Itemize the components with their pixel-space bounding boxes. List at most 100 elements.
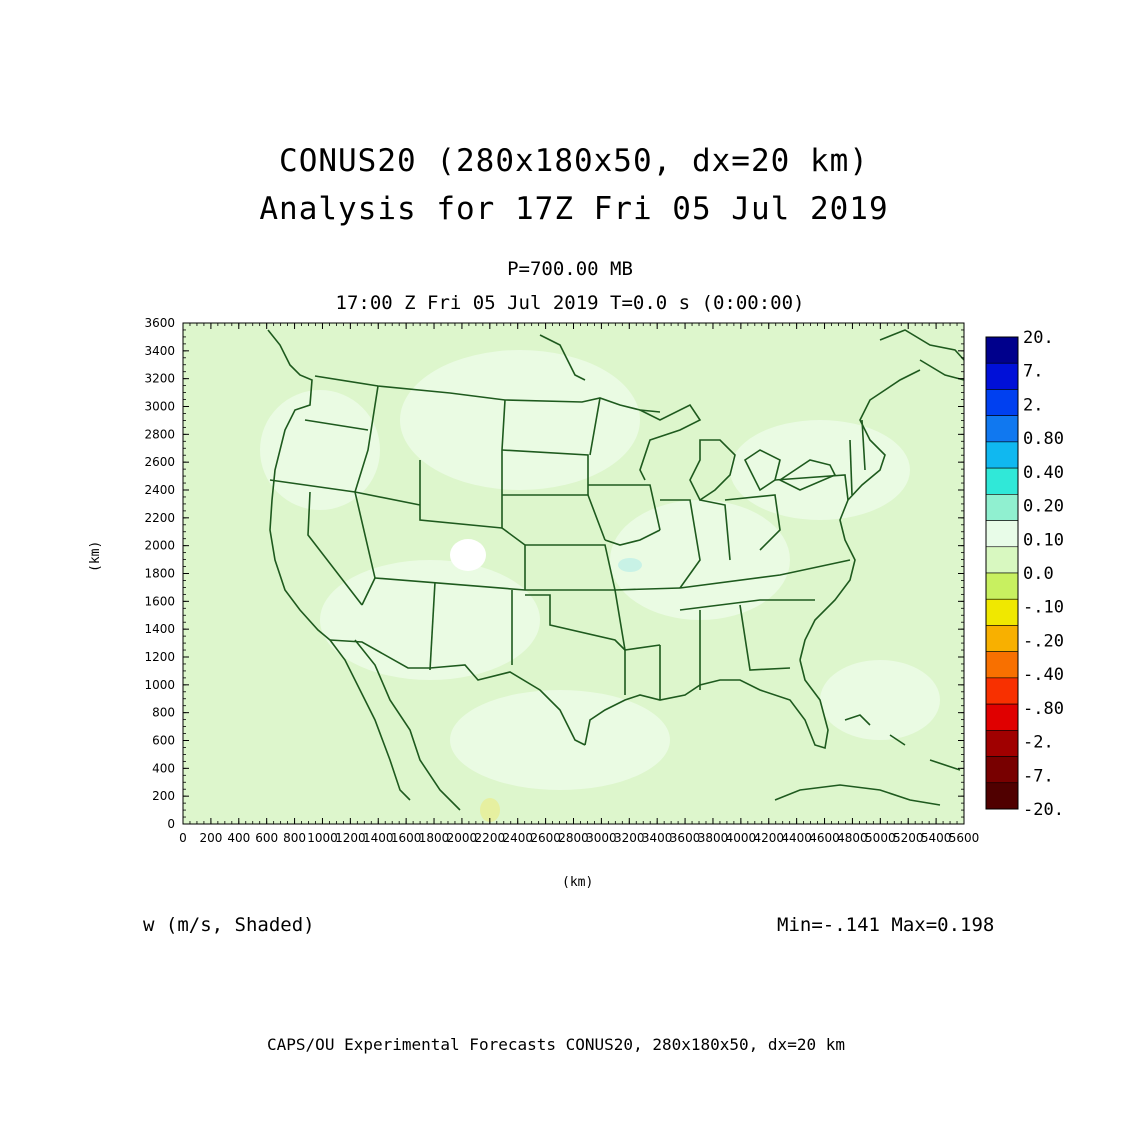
y-tick-label: 2200 (144, 511, 175, 525)
y-tick-label: 800 (152, 706, 175, 720)
colorbar-swatch (985, 677, 1019, 705)
x-tick-label: 1800 (419, 831, 450, 845)
y-tick-label: 1800 (144, 567, 175, 581)
x-tick-label: 3200 (614, 831, 645, 845)
x-tick-label: 0 (179, 831, 187, 845)
y-tick-label: 2800 (144, 427, 175, 441)
x-axis-label: (km) (562, 875, 594, 890)
x-tick-label: 1600 (391, 831, 422, 845)
x-tick-label: 200 (199, 831, 222, 845)
colorbar-swatch (985, 520, 1019, 548)
x-tick-label: 5000 (865, 831, 896, 845)
colorbar-label: 0.10 (1023, 530, 1064, 550)
y-tick-label: 2600 (144, 455, 175, 469)
x-tick-label: 4200 (753, 831, 784, 845)
x-tick-label: 1000 (307, 831, 338, 845)
x-tick-label: 800 (283, 831, 306, 845)
title-line-1: CONUS20 (280x180x50, dx=20 km) (279, 143, 869, 179)
y-tick-label: 1200 (144, 650, 175, 664)
caribbean-islands (774, 714, 961, 806)
colorbar-swatch (985, 756, 1019, 784)
y-tick-label: 3400 (144, 344, 175, 358)
colorbar-label: 0.20 (1023, 497, 1064, 517)
x-tick-label: 3000 (586, 831, 617, 845)
colorbar-label: 20. (1023, 328, 1054, 348)
colorbar-swatch (985, 651, 1019, 679)
x-tick-label: 1400 (363, 831, 394, 845)
zero-contour-patch (450, 539, 486, 571)
colorbar-label: -.80 (1023, 699, 1064, 719)
y-tick-label: 400 (152, 761, 175, 775)
colorbar-swatch (985, 625, 1019, 652)
colorbar-swatch (985, 415, 1019, 443)
positive-w-patch (618, 558, 642, 572)
title-line-2: Analysis for 17Z Fri 05 Jul 2019 (259, 191, 889, 227)
y-tick-label: 200 (152, 789, 175, 803)
footer-credit: CAPS/OU Experimental Forecasts CONUS20, … (267, 1035, 845, 1054)
x-tick-label: 2000 (447, 831, 478, 845)
colorbar-swatch (985, 336, 1019, 364)
x-tick-label: 3400 (642, 831, 673, 845)
x-tick-label: 1200 (335, 831, 366, 845)
colorbar-swatch (985, 703, 1019, 731)
y-tick-label: 3000 (144, 400, 175, 414)
colorbar-label: -2. (1023, 733, 1054, 753)
y-tick-label: 3200 (144, 372, 175, 386)
colorbar-label: 0.40 (1023, 463, 1064, 483)
x-tick-label: 4800 (837, 831, 868, 845)
y-tick-label: 1600 (144, 594, 175, 608)
x-tick-label: 3800 (698, 831, 729, 845)
negative-w-patch (480, 798, 500, 822)
x-tick-label: 3600 (670, 831, 701, 845)
colorbar-frame (985, 336, 1019, 810)
x-tick-label: 4000 (726, 831, 757, 845)
colorbar-swatch (985, 782, 1019, 810)
colorbar-label: 2. (1023, 395, 1043, 415)
x-tick-label: 2600 (530, 831, 561, 845)
x-tick-label: 2800 (558, 831, 589, 845)
x-tick-label: 400 (227, 831, 250, 845)
colorbar-swatch (985, 546, 1019, 574)
y-axis-label: (km) (88, 540, 103, 572)
x-tick-label: 600 (255, 831, 278, 845)
map-area (182, 322, 965, 825)
colorbar-swatch (985, 598, 1019, 626)
x-tick-label: 2400 (502, 831, 533, 845)
colorbar-swatch (985, 494, 1019, 521)
canada-coast (539, 329, 965, 381)
x-tick-label: 5400 (921, 831, 952, 845)
y-tick-label: 1400 (144, 622, 175, 636)
y-tick-label: 3600 (144, 316, 175, 330)
colorbar: 20. 7. 2. 0.80 0.40 0.20 0.10 0.0 -.10 -.20 -.40 -.… (985, 328, 1064, 820)
variable-label: w (m/s, Shaded) (143, 914, 315, 936)
y-tick-label: 1000 (144, 678, 175, 692)
x-tick-label: 4600 (809, 831, 840, 845)
pressure-level-label: P=700.00 MB (507, 258, 633, 280)
colorbar-label: -.20 (1023, 631, 1064, 651)
y-tick-label: 600 (152, 734, 175, 748)
x-axis: 0 200 400 600 800 100012001400160018002000220… (179, 323, 979, 845)
colorbar-label: 0.80 (1023, 429, 1064, 449)
colorbar-swatch (985, 389, 1019, 416)
colorbar-label: -7. (1023, 766, 1054, 786)
colorbar-label: 0.0 (1023, 564, 1054, 584)
y-axis: 0 200 400 600 800 1000 1200 1400 1600 1800 2000 220… (144, 316, 964, 831)
y-tick-label: 2400 (144, 483, 175, 497)
colorbar-label: -.40 (1023, 665, 1064, 685)
x-tick-label: 2200 (475, 831, 506, 845)
colorbar-swatch (985, 441, 1019, 469)
y-tick-label: 0 (167, 817, 175, 831)
x-tick-label: 5600 (949, 831, 980, 845)
valid-time-label: 17:00 Z Fri 05 Jul 2019 T=0.0 s (0:00:00… (335, 292, 805, 314)
x-tick-label: 5200 (893, 831, 924, 845)
colorbar-label: -.10 (1023, 598, 1064, 618)
colorbar-swatch (985, 572, 1019, 600)
colorbar-swatch (985, 362, 1019, 390)
y-tick-label: 2000 (144, 539, 175, 553)
colorbar-label: 7. (1023, 362, 1043, 382)
colorbar-swatch (985, 467, 1019, 495)
colorbar-swatch (985, 730, 1019, 757)
colorbar-label: -20. (1023, 800, 1064, 820)
state-borders (267, 329, 921, 811)
